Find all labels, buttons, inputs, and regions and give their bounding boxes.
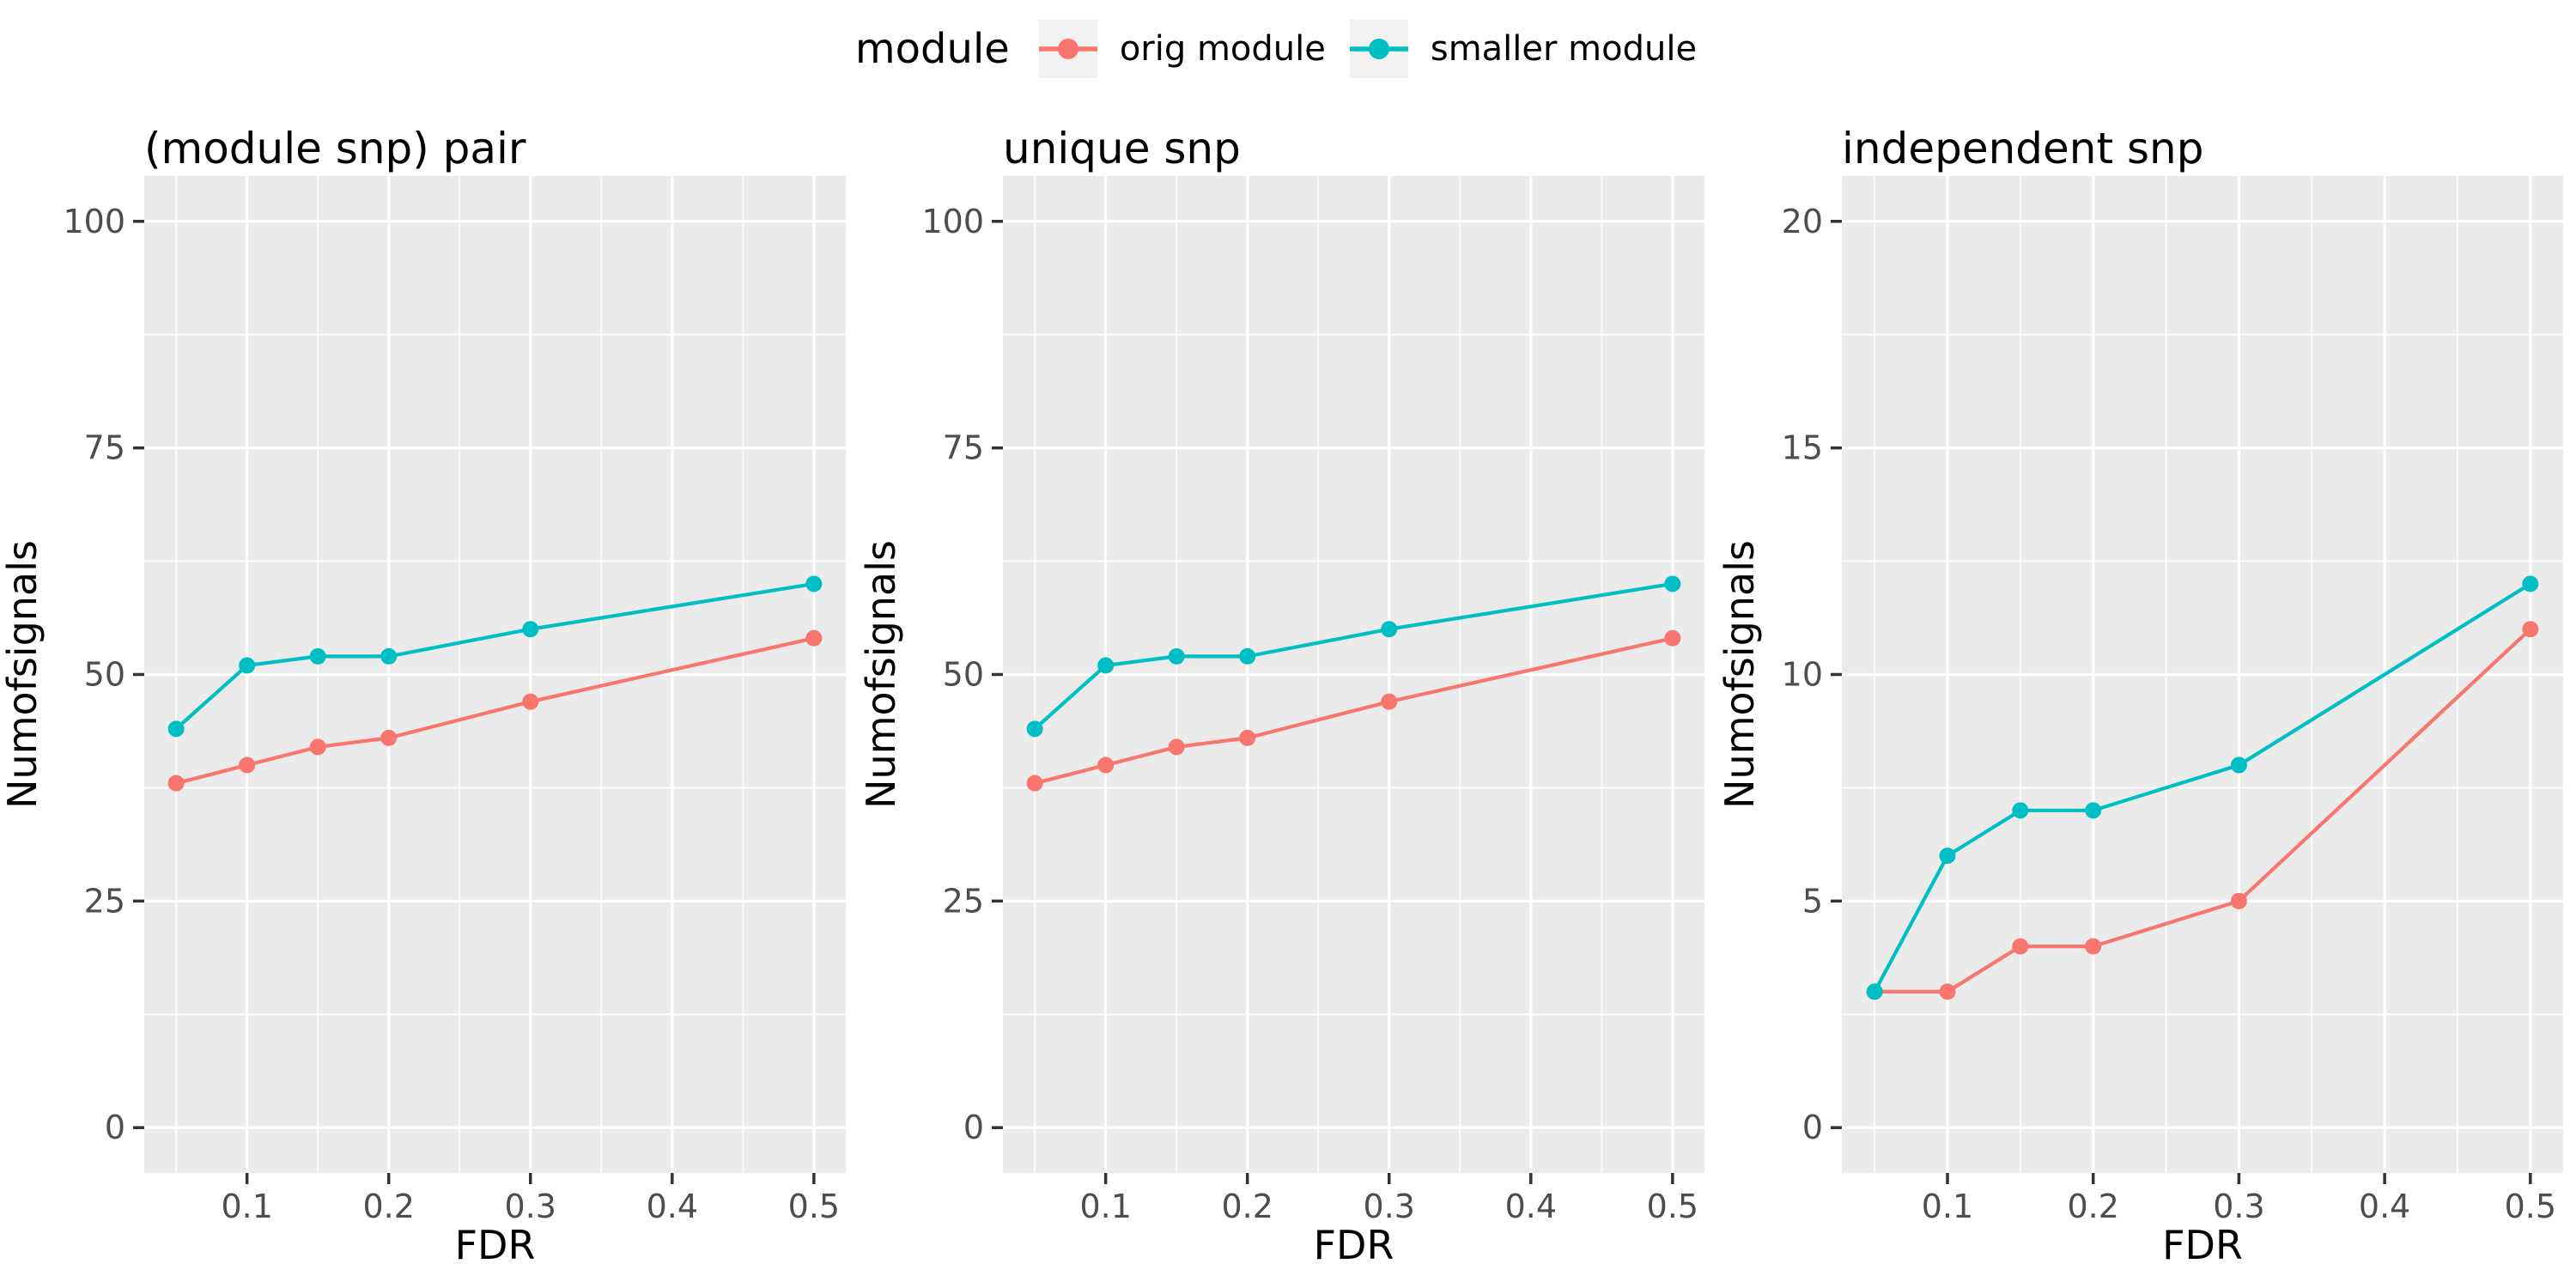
y-tick-label: 100 (921, 203, 984, 240)
y-tick-label: 75 (84, 429, 125, 467)
x-tick-label: 0.1 (221, 1188, 272, 1225)
facet-1: 0.1 0.2 0.3 0.4 0.5 0 25 50 75 100 (module snp) pa… (0, 124, 846, 1268)
data-point (2012, 938, 2029, 955)
data-point (1939, 848, 1956, 865)
data-point (2085, 802, 2102, 819)
legend-item-orig-module: orig module (1038, 20, 1326, 78)
data-point (1097, 756, 1115, 774)
x-axis-title: FDR (2162, 1222, 2243, 1268)
data-point (2012, 802, 2029, 819)
y-tick-label: 25 (943, 882, 984, 920)
x-tick-label: 0.5 (2505, 1188, 2556, 1225)
data-point (2230, 756, 2247, 774)
legend-label-orig-module: orig module (1119, 29, 1326, 69)
y-tick-label: 50 (943, 656, 984, 694)
y-tick-label: 5 (1802, 882, 1823, 920)
x-tick-label: 0.3 (505, 1188, 556, 1225)
panel-title: unique snp (1003, 124, 1241, 173)
data-point (1664, 575, 1681, 592)
data-point (805, 575, 823, 592)
x-tick-label: 0.4 (2359, 1188, 2410, 1225)
series-line-orig-module (1874, 628, 2532, 994)
data-point (1168, 738, 1185, 756)
x-axis-title: FDR (455, 1222, 536, 1268)
series-line-orig-module (1034, 636, 1674, 786)
data-point (1097, 657, 1115, 674)
series-line-orig-module (175, 636, 815, 786)
data-point (2522, 575, 2539, 592)
y-tick-label: 100 (63, 203, 125, 240)
x-tick-label: 0.5 (788, 1188, 840, 1225)
legend: module orig module smaller module (0, 19, 2576, 79)
y-tick-label: 0 (105, 1109, 125, 1146)
data-point (2230, 892, 2247, 909)
data-point (1664, 629, 1681, 647)
y-axis-title: Numofsignals (1716, 540, 1763, 809)
legend-key-smaller-module (1349, 20, 1408, 78)
data-point (1239, 647, 1256, 665)
legend-glyph-line-point-icon (1038, 39, 1097, 59)
y-tick-label: 15 (1782, 429, 1823, 467)
data-point (239, 756, 256, 774)
x-tick-label: 0.3 (1364, 1188, 1415, 1225)
legend-item-smaller-module: smaller module (1349, 20, 1698, 78)
legend-glyph-line-point-icon (1349, 39, 1408, 59)
legend-label-smaller-module: smaller module (1430, 29, 1698, 69)
facet-3: 0.1 0.2 0.3 0.4 0.5 0 5 10 15 20 independent snp FD… (1716, 124, 2563, 1268)
y-tick-label: 10 (1782, 656, 1823, 694)
data-point (1939, 983, 1956, 1000)
panel-title: independent snp (1842, 124, 2203, 173)
facet-2: 0.1 0.2 0.3 0.4 0.5 0 25 50 75 100 unique snp FDR Nu… (858, 124, 1704, 1268)
series-line-smaller-module (1033, 581, 1674, 731)
x-tick-label: 0.1 (1079, 1188, 1131, 1225)
y-tick-label: 25 (84, 882, 125, 920)
x-tick-label: 0.3 (2213, 1188, 2264, 1225)
data-point (522, 693, 539, 710)
data-point (309, 647, 326, 665)
panel-title: (module snp) pair (144, 124, 526, 173)
data-point (309, 738, 326, 756)
y-tick-label: 0 (963, 1109, 984, 1146)
data-point (380, 729, 398, 746)
x-tick-label: 0.4 (1505, 1188, 1557, 1225)
data-point (167, 720, 185, 738)
data-point (805, 629, 823, 647)
data-point (1866, 983, 1883, 1000)
data-point (1381, 693, 1398, 710)
data-point (522, 621, 539, 638)
x-tick-label: 0.1 (1922, 1188, 1973, 1225)
data-point (1168, 647, 1185, 665)
data-point (2085, 938, 2102, 955)
y-tick-label: 50 (84, 656, 125, 694)
y-axis-title: Numofsignals (858, 540, 904, 809)
series-line-smaller-module (1873, 582, 2531, 993)
data-point (1239, 729, 1256, 746)
x-tick-label: 0.2 (362, 1188, 414, 1225)
legend-key-orig-module (1038, 20, 1097, 78)
y-tick-label: 20 (1782, 203, 1823, 240)
x-tick-label: 0.2 (1221, 1188, 1273, 1225)
data-point (380, 647, 398, 665)
x-tick-label: 0.4 (647, 1188, 698, 1225)
series-line-smaller-module (174, 581, 815, 731)
x-tick-label: 0.2 (2068, 1188, 2119, 1225)
legend-title: module (854, 25, 1010, 73)
y-tick-label: 0 (1802, 1109, 1823, 1146)
y-axis-title: Numofsignals (0, 540, 46, 809)
data-point (2522, 621, 2539, 638)
y-tick-label: 75 (943, 429, 984, 467)
x-tick-label: 0.5 (1647, 1188, 1698, 1225)
data-point (1026, 775, 1043, 792)
data-point (1381, 621, 1398, 638)
data-point (167, 775, 185, 792)
x-axis-title: FDR (1314, 1222, 1394, 1268)
data-point (1026, 720, 1043, 738)
data-point (239, 657, 256, 674)
